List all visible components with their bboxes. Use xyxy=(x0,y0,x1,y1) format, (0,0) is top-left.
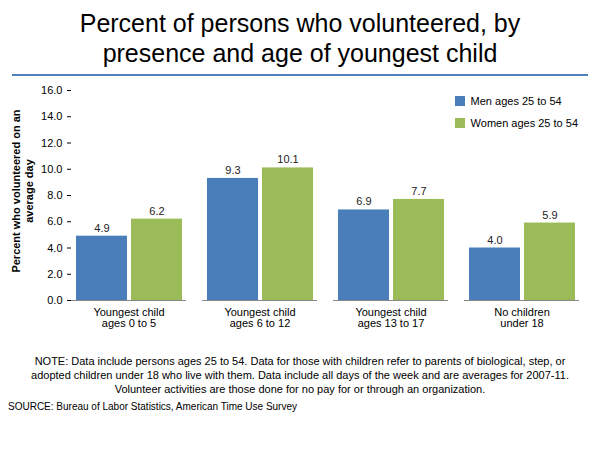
svg-text:6.0: 6.0 xyxy=(47,215,62,227)
html-text:Men ages 25 to 54: Men ages 25 to 54 xyxy=(470,95,562,107)
svg-text:2.0: 2.0 xyxy=(47,268,62,280)
svg-text:0.0: 0.0 xyxy=(47,294,62,306)
svg-text:4.9: 4.9 xyxy=(94,222,109,234)
svg-text:10.0: 10.0 xyxy=(41,163,62,175)
svg-text:8.0: 8.0 xyxy=(47,189,62,201)
svg-text:16.0: 16.0 xyxy=(41,84,62,96)
html-text:NOTE: Data include persons age: NOTE: Data include persons ages 25 to 54… xyxy=(31,355,569,395)
svg-text:14.0: 14.0 xyxy=(41,110,62,122)
svg-text:9.3: 9.3 xyxy=(225,164,240,176)
html-text:Percent who volunteered on an: Percent who volunteered on an average da… xyxy=(10,109,35,273)
svg-text:7.7: 7.7 xyxy=(411,185,426,197)
svg-text:12.0: 12.0 xyxy=(41,137,62,149)
svg-text:5.9: 5.9 xyxy=(542,209,557,221)
svg-text:Youngest childages 6 to 12: Youngest childages 6 to 12 xyxy=(224,306,295,329)
svg-text:No childrenunder 18: No childrenunder 18 xyxy=(494,306,550,329)
svg-text:Youngest childages 0 to 5: Youngest childages 0 to 5 xyxy=(93,306,164,329)
html-text:Women ages 25 to 54: Women ages 25 to 54 xyxy=(470,117,578,129)
svg-text:6.9: 6.9 xyxy=(356,195,371,207)
svg-text:4.0: 4.0 xyxy=(47,242,62,254)
html-text:SOURCE: Bureau of Labor Statis: SOURCE: Bureau of Labor Statistics, Amer… xyxy=(8,401,297,412)
svg-text:10.1: 10.1 xyxy=(277,153,298,165)
svg-text:Youngest childages 13 to 17: Youngest childages 13 to 17 xyxy=(355,306,426,329)
svg-text:6.2: 6.2 xyxy=(149,205,164,217)
html-text:Percent of persons who volunte: Percent of persons who volunteered, by p… xyxy=(79,9,521,67)
svg-text:4.0: 4.0 xyxy=(487,234,502,246)
